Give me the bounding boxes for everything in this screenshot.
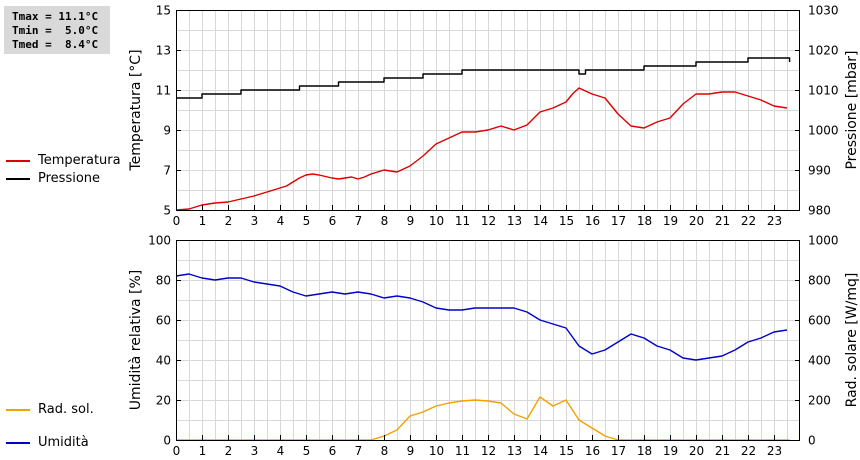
x-tick-label: 12 [481,214,496,228]
x-tick-label: 2 [225,214,233,228]
x-tick-label: 21 [715,214,730,228]
y-tick-label-left: 11 [156,84,171,98]
series-line-pressione [176,57,791,99]
x-tick-label: 20 [689,444,704,458]
x-tick-label: 11 [455,214,470,228]
x-tick-label: 10 [429,214,444,228]
legend-swatch-temperatura [6,160,30,162]
y-axis-title-left: Umidità relativa [%] [128,270,144,411]
y-tick-label-left: 5 [163,204,171,218]
y-tick-label-right: 1020 [808,44,839,58]
legend-label-umidita: Umidità [38,435,89,450]
x-tick-label: 17 [611,214,626,228]
legend-swatch-rad-sol [6,409,30,411]
x-tick-label: 5 [303,214,311,228]
y-tick-label-left: 15 [156,4,171,18]
y-tick-label-right: 800 [808,274,831,288]
x-tick-label: 2 [225,444,233,458]
y-tick-label-right: 1000 [808,234,839,248]
x-tick-label: 8 [381,214,389,228]
y-tick-label-right: 200 [808,394,831,408]
y-tick-label-right: 600 [808,314,831,328]
x-tick-label: 14 [533,214,548,228]
x-tick-label: 19 [663,214,678,228]
y-axis-title-right: Rad. solare [W/mq] [844,273,860,408]
plot-frame [176,240,800,441]
y-tick-label-right: 980 [808,204,831,218]
x-tick-label: 7 [355,444,363,458]
y-tick-label-right: 1000 [808,124,839,138]
x-tick-label: 1 [199,214,207,228]
legend-label-pressione: Pressione [38,171,101,186]
y-tick-label-left: 20 [156,394,171,408]
y-tick-label-right: 0 [808,434,816,448]
x-tick-label: 20 [689,214,704,228]
stats-box: Tmax = 11.1°C Tmin = 5.0°C Tmed = 8.4°C [4,6,110,54]
plot-frame [176,10,800,211]
x-tick-label: 17 [611,444,626,458]
y-tick-label-right: 990 [808,164,831,178]
tmed-text: Tmed = 8.4°C [12,38,99,51]
x-tick-label: 15 [559,214,574,228]
x-tick-label: 21 [715,444,730,458]
series-line-rad-sol- [176,396,790,441]
x-tick-label: 22 [741,214,756,228]
y-tick-label-right: 1010 [808,84,839,98]
grid [176,240,800,440]
y-axis-title-right: Pressione [mbar] [844,50,860,169]
x-tick-label: 14 [533,444,548,458]
x-tick-label: 16 [585,214,600,228]
x-tick-label: 19 [663,444,678,458]
y-tick-label-left: 7 [163,164,171,178]
y-tick-label-right: 400 [808,354,831,368]
legend-label-rad-sol: Rad. sol. [38,402,94,417]
x-tick-label: 10 [429,444,444,458]
x-tick-label: 9 [407,214,415,228]
y-tick-label-left: 9 [163,124,171,138]
x-tick-label: 22 [741,444,756,458]
y-tick-label-left: 80 [156,274,171,288]
legend-label-temperatura: Temperatura [38,153,121,168]
x-tick-label: 1 [199,444,207,458]
x-tick-label: 0 [173,214,181,228]
x-tick-label: 13 [507,444,522,458]
x-tick-label: 18 [637,214,652,228]
y-tick-label-left: 40 [156,354,171,368]
y-tick-label-left: 0 [163,434,171,448]
series-line-temperatura [175,87,788,211]
x-tick-label: 8 [381,444,389,458]
x-tick-label: 9 [407,444,415,458]
x-tick-label: 3 [251,444,259,458]
y-tick-label-left: 60 [156,314,171,328]
x-tick-label: 16 [585,444,600,458]
x-tick-label: 4 [277,444,285,458]
tmax-text: Tmax = 11.1°C [12,10,99,23]
chart-panel-1: 0 1 2 3 4 5 6 7 8 9 10 11 12 13 14 15 16 17 18 19 20 21 22 2357… [128,4,860,229]
grid [176,10,800,210]
y-tick-label-left: 13 [156,44,171,58]
x-tick-label: 15 [559,444,574,458]
legend-swatch-pressione [6,178,30,180]
x-tick-label: 11 [455,444,470,458]
x-tick-label: 6 [329,444,337,458]
x-tick-label: 5 [303,444,311,458]
x-tick-label: 3 [251,214,259,228]
y-axis-title-left: Temperatura [°C] [128,49,144,171]
tmin-text: Tmin = 5.0°C [12,24,99,37]
series-line-umidit- [175,273,788,361]
x-tick-label: 18 [637,444,652,458]
x-tick-label: 7 [355,214,363,228]
x-tick-label: 12 [481,444,496,458]
x-tick-label: 23 [767,214,782,228]
y-tick-label-right: 1030 [808,4,839,18]
x-tick-label: 4 [277,214,285,228]
x-tick-label: 13 [507,214,522,228]
x-tick-label: 0 [173,444,181,458]
y-tick-label-left: 100 [148,234,171,248]
x-tick-label: 6 [329,214,337,228]
x-tick-label: 23 [767,444,782,458]
chart-panel-2: 0 1 2 3 4 5 6 7 8 9 10 11 12 13 14 15 16 17 18 19 20 21 22 2302… [128,234,860,459]
legend-swatch-umidita [6,442,30,444]
